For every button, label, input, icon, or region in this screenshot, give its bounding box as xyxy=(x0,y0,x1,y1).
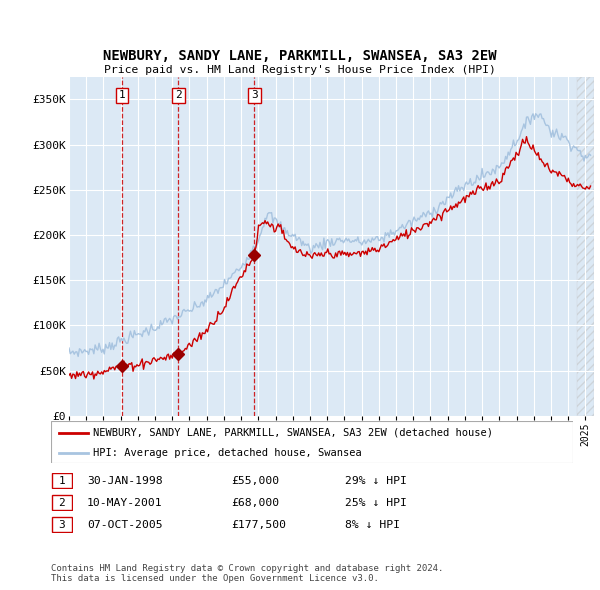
Text: 1: 1 xyxy=(119,90,125,100)
Text: £55,000: £55,000 xyxy=(231,476,279,486)
Text: 2: 2 xyxy=(175,90,182,100)
Text: £177,500: £177,500 xyxy=(231,520,286,529)
Text: 3: 3 xyxy=(58,520,65,529)
Text: 30-JAN-1998: 30-JAN-1998 xyxy=(87,476,163,486)
Text: 2: 2 xyxy=(58,498,65,507)
Text: 3: 3 xyxy=(251,90,258,100)
Text: 8% ↓ HPI: 8% ↓ HPI xyxy=(345,520,400,529)
Text: Contains HM Land Registry data © Crown copyright and database right 2024.
This d: Contains HM Land Registry data © Crown c… xyxy=(51,563,443,583)
Text: 1: 1 xyxy=(58,476,65,486)
Text: 29% ↓ HPI: 29% ↓ HPI xyxy=(345,476,407,486)
Text: 07-OCT-2005: 07-OCT-2005 xyxy=(87,520,163,529)
Text: £68,000: £68,000 xyxy=(231,498,279,507)
Text: NEWBURY, SANDY LANE, PARKMILL, SWANSEA, SA3 2EW: NEWBURY, SANDY LANE, PARKMILL, SWANSEA, … xyxy=(103,49,497,63)
Text: HPI: Average price, detached house, Swansea: HPI: Average price, detached house, Swan… xyxy=(93,448,362,457)
Text: Price paid vs. HM Land Registry's House Price Index (HPI): Price paid vs. HM Land Registry's House … xyxy=(104,65,496,75)
Text: 25% ↓ HPI: 25% ↓ HPI xyxy=(345,498,407,507)
Text: 10-MAY-2001: 10-MAY-2001 xyxy=(87,498,163,507)
Text: NEWBURY, SANDY LANE, PARKMILL, SWANSEA, SA3 2EW (detached house): NEWBURY, SANDY LANE, PARKMILL, SWANSEA, … xyxy=(93,428,493,438)
